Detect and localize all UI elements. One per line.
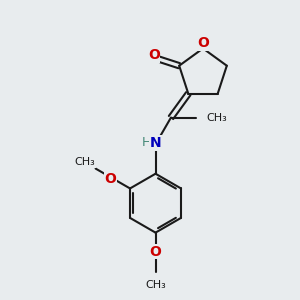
Text: O: O [105,172,116,186]
Text: CH₃: CH₃ [145,280,166,290]
Text: O: O [197,36,209,50]
Text: H: H [142,136,152,149]
Text: CH₃: CH₃ [206,112,227,122]
Text: CH₃: CH₃ [74,158,95,167]
Text: O: O [150,245,161,259]
Text: O: O [148,48,160,62]
Text: N: N [150,136,161,150]
